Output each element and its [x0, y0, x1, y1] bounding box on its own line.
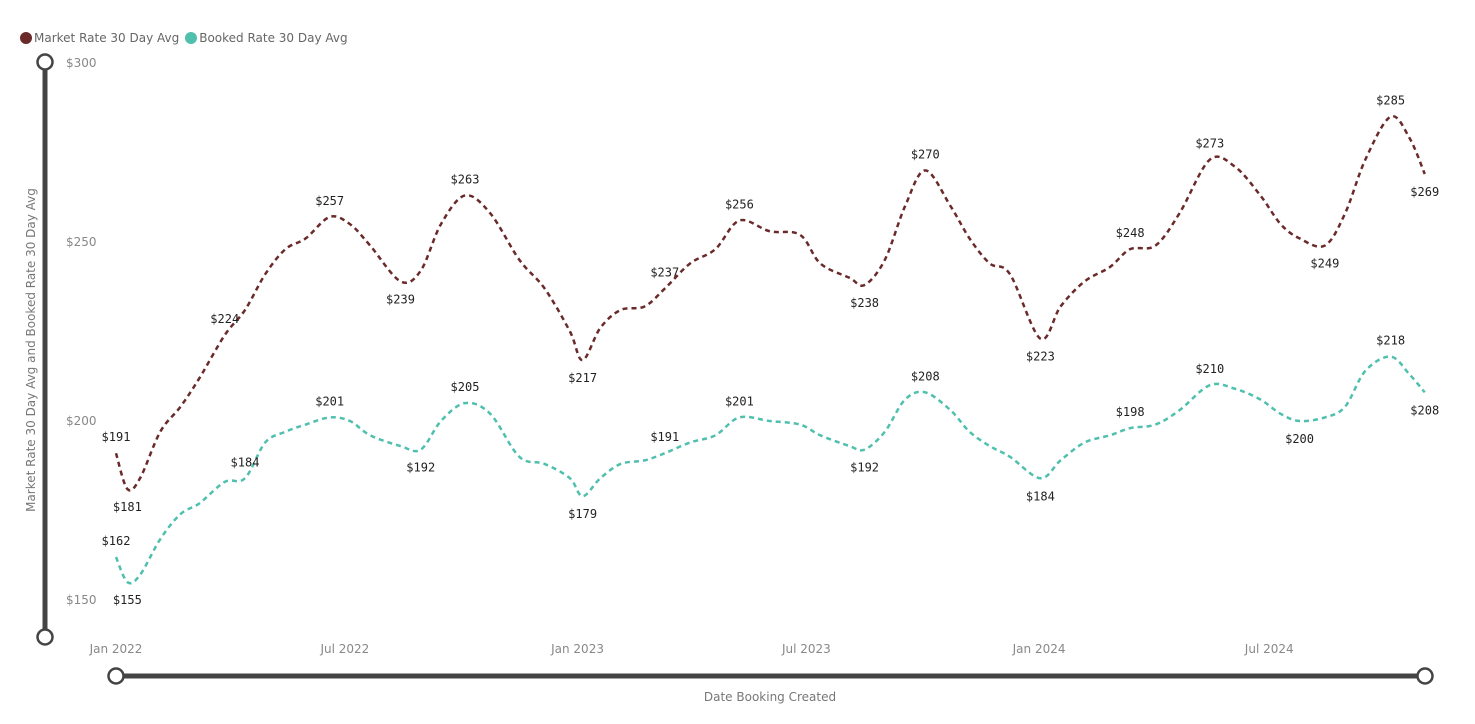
data-label-booked-rate: $184 [231, 455, 260, 469]
data-label-market-rate: $224 [210, 312, 239, 326]
data-label-booked-rate: $192 [850, 461, 879, 475]
x-tick-label: Jul 2022 [319, 642, 369, 656]
data-label-market-rate: $248 [1116, 226, 1145, 240]
data-label-market-rate: $269 [1410, 185, 1439, 199]
series-line-market-rate[interactable] [114, 114, 1426, 492]
x-axis-title: Date Booking Created [703, 690, 837, 704]
data-label-booked-rate: $179 [568, 507, 597, 521]
legend-label-market: Market Rate 30 Day Avg [34, 31, 180, 45]
y-tick-label: $200 [66, 414, 97, 428]
data-label-booked-rate: $205 [451, 380, 480, 394]
x-slider-handle-right[interactable] [1416, 667, 1434, 685]
x-tick-label: Jul 2024 [1244, 642, 1294, 656]
data-label-market-rate: $249 [1310, 257, 1339, 271]
legend-dot-booked [185, 32, 198, 44]
data-label-booked-rate: $210 [1195, 362, 1224, 376]
legend: Market Rate 30 Day Avg Booked Rate 30 Da… [20, 31, 348, 45]
data-label-booked-rate: $191 [650, 430, 679, 444]
y-tick-label: $150 [66, 593, 97, 607]
y-zoom-slider[interactable] [36, 53, 54, 646]
data-label-market-rate: $270 [911, 147, 940, 161]
data-label-market-rate: $273 [1195, 137, 1224, 151]
data-label-market-rate: $256 [725, 198, 754, 212]
y-tick-label: $300 [66, 56, 97, 70]
data-label-market-rate: $263 [451, 172, 480, 186]
data-label-market-rate: $285 [1376, 94, 1405, 108]
data-label-market-rate: $181 [113, 500, 142, 514]
data-label-booked-rate: $155 [113, 593, 142, 607]
data-label-booked-rate: $208 [911, 369, 940, 383]
y-slider-handle-top[interactable] [36, 53, 54, 71]
data-label-booked-rate: $192 [406, 461, 435, 475]
legend-item-booked[interactable]: Booked Rate 30 Day Avg [185, 31, 348, 45]
data-label-booked-rate: $201 [315, 394, 344, 408]
legend-item-market[interactable]: Market Rate 30 Day Avg [20, 31, 179, 45]
data-label-market-rate: $191 [102, 430, 131, 444]
data-label-booked-rate: $208 [1410, 403, 1439, 417]
data-label-booked-rate: $184 [1026, 489, 1055, 503]
legend-label-booked: Booked Rate 30 Day Avg [199, 31, 348, 45]
data-label-market-rate: $257 [315, 194, 344, 208]
series-line-booked-rate[interactable] [114, 355, 1426, 585]
x-tick-label: Jan 2022 [89, 642, 143, 656]
data-label-market-rate: $217 [568, 371, 597, 385]
data-label-market-rate: $239 [386, 292, 415, 306]
data-label-market-rate: $223 [1026, 350, 1055, 364]
x-zoom-slider[interactable] [107, 667, 1434, 685]
x-tick-label: Jan 2023 [550, 642, 604, 656]
data-label-booked-rate: $200 [1285, 432, 1314, 446]
x-tick-label: Jan 2024 [1012, 642, 1066, 656]
data-label-booked-rate: $201 [725, 394, 754, 408]
x-slider-handle-left[interactable] [107, 667, 125, 685]
data-label-market-rate: $237 [650, 266, 679, 280]
data-label-booked-rate: $162 [102, 534, 131, 548]
data-label-booked-rate: $198 [1116, 405, 1145, 419]
y-tick-label: $250 [66, 235, 97, 249]
legend-dot-market [20, 32, 32, 44]
data-label-booked-rate: $218 [1376, 334, 1405, 348]
y-slider-handle-bottom[interactable] [36, 628, 54, 646]
data-label-market-rate: $238 [850, 296, 879, 310]
x-tick-label: Jul 2023 [781, 642, 831, 656]
